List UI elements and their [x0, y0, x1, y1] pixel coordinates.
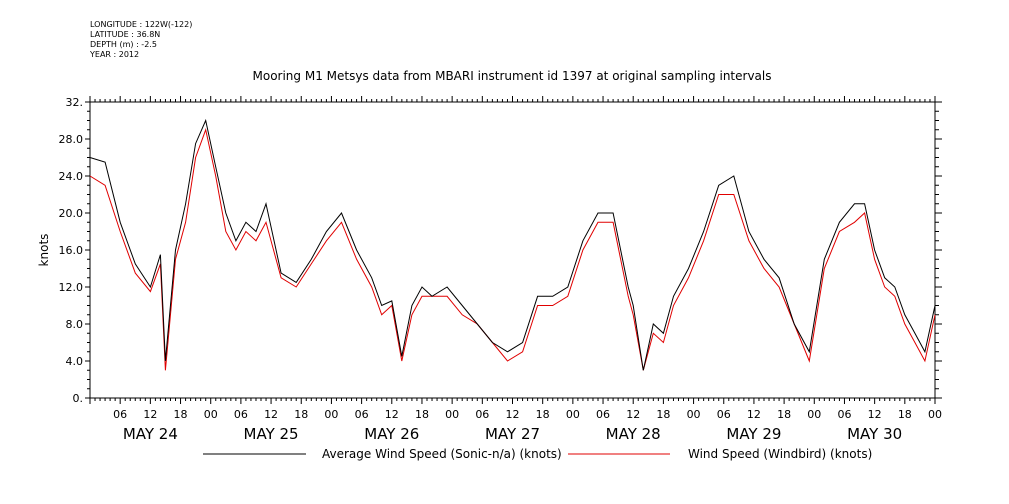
x-hour-tick-label: 00: [445, 408, 459, 421]
x-hour-tick-label: 12: [868, 408, 882, 421]
legend-label-average-wind: Average Wind Speed (Sonic-n/a) (knots): [322, 447, 562, 461]
x-hour-tick-label: 18: [415, 408, 429, 421]
y-tick-label: 24.0: [59, 170, 84, 183]
x-hour-tick-label: 18: [536, 408, 550, 421]
x-hour-tick-label: 18: [656, 408, 670, 421]
y-axis-label: knots: [37, 234, 51, 267]
x-hour-tick-label: 06: [475, 408, 489, 421]
y-tick-label: 28.0: [59, 133, 84, 146]
y-tick-label: 12.0: [59, 281, 84, 294]
x-hour-tick-label: 06: [596, 408, 610, 421]
longitude-label: LONGITUDE : 122W(-122): [90, 20, 193, 29]
x-day-label: MAY 27: [485, 425, 540, 443]
x-hour-tick-label: 00: [324, 408, 338, 421]
x-hour-tick-label: 12: [747, 408, 761, 421]
x-axis: 06 12 18 00 06 12 18 00 06 12 18 00 06 12 18 00 06 12 18 00…: [89, 96, 942, 443]
x-hour-tick-label: 18: [898, 408, 912, 421]
chart-title: Mooring M1 Metsys data from MBARI instru…: [253, 69, 772, 83]
x-hour-tick-label: 00: [566, 408, 580, 421]
x-hour-tick-label: 12: [264, 408, 278, 421]
latitude-label: LATITUDE : 36.8N: [90, 30, 161, 39]
station-metadata: LONGITUDE : 122W(-122) LATITUDE : 36.8N …: [90, 20, 192, 60]
x-hour-tick-label: 00: [687, 408, 701, 421]
y-tick-label: 4.0: [66, 355, 84, 368]
x-hour-tick-label: 18: [174, 408, 188, 421]
depth-label: DEPTH (m) : -2.5: [90, 40, 157, 49]
x-hour-tick-label: 18: [294, 408, 308, 421]
x-day-label: MAY 26: [364, 425, 419, 443]
x-hour-tick-label: 06: [837, 408, 851, 421]
series-average-wind-speed: [89, 118, 936, 371]
x-hour-tick-label: 12: [626, 408, 640, 421]
series-windbird-wind-speed: [89, 128, 936, 371]
y-tick-label: 32.: [66, 96, 84, 109]
x-hour-tick-label: 12: [385, 408, 399, 421]
series-layer: [89, 118, 936, 371]
x-hour-tick-label: 06: [113, 408, 127, 421]
y-tick-label: 8.0: [66, 318, 84, 331]
legend-label-windbird: Wind Speed (Windbird) (knots): [688, 447, 872, 461]
y-tick-label: 20.0: [59, 207, 84, 220]
x-hour-tick-label: 12: [143, 408, 157, 421]
year-label: YEAR : 2012: [90, 50, 140, 59]
x-day-label: MAY 25: [244, 425, 299, 443]
plot-frame: [89, 101, 936, 399]
x-day-label: MAY 24: [123, 425, 178, 443]
x-day-label: MAY 29: [726, 425, 781, 443]
y-tick-label: 0.: [73, 392, 84, 405]
x-hour-tick-label: 00: [807, 408, 821, 421]
legend: Average Wind Speed (Sonic-n/a) (knots) W…: [203, 447, 872, 461]
x-hour-tick-label: 00: [928, 408, 942, 421]
x-day-label: MAY 28: [606, 425, 661, 443]
x-day-label: MAY 30: [847, 425, 902, 443]
x-hour-tick-label: 06: [234, 408, 248, 421]
x-hour-tick-label: 06: [717, 408, 731, 421]
y-tick-label: 16.0: [59, 244, 84, 257]
x-hour-tick-label: 06: [355, 408, 369, 421]
x-hour-tick-label: 12: [506, 408, 520, 421]
x-hour-tick-label: 18: [777, 408, 791, 421]
y-axis: 0. 4.0 8.0 12.0 16.0 20.0 24.0 28.0 32.: [59, 96, 942, 405]
x-hour-tick-label: 00: [204, 408, 218, 421]
